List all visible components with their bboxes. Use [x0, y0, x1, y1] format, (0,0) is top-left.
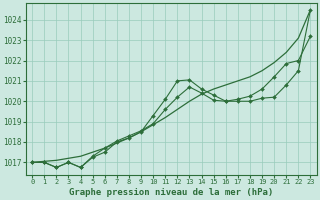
X-axis label: Graphe pression niveau de la mer (hPa): Graphe pression niveau de la mer (hPa) [69, 188, 274, 197]
